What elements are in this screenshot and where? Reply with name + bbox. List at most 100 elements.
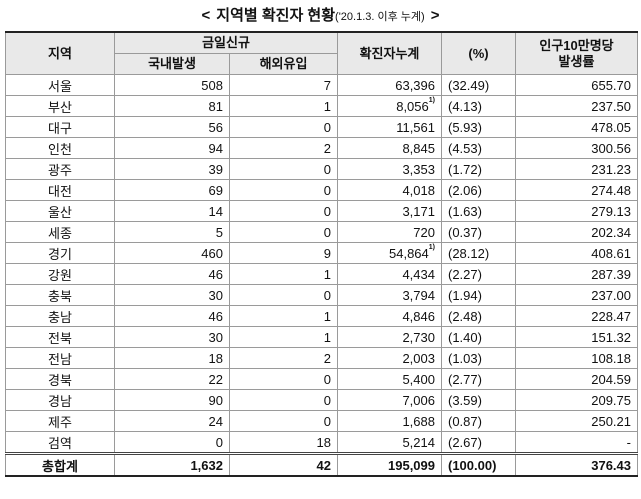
cell: (2.27) [441, 263, 516, 285]
cell: 4,018 [337, 179, 442, 201]
cell: (100.00) [441, 452, 516, 477]
table-row: 세종 5 0 720 (0.37) 202.34 [5, 221, 638, 243]
cell: 총합계 [5, 452, 115, 477]
header-cell: (%) [441, 31, 516, 75]
table-row: 울산 14 0 3,171 (1.63) 279.13 [5, 200, 638, 222]
cell: 세종 [5, 221, 115, 243]
cell: 1 [229, 263, 338, 285]
cell: 0 [114, 431, 230, 454]
title-bracket: < [201, 7, 211, 24]
cell: 279.13 [515, 200, 638, 222]
footnote-mark: 1) [428, 96, 435, 104]
cell: 63,396 [337, 74, 442, 96]
cell: (32.49) [441, 74, 516, 96]
cell: 대전 [5, 179, 115, 201]
table-row: 경남 90 0 7,006 (3.59) 209.75 [5, 389, 638, 411]
cell: 3,353 [337, 158, 442, 180]
cell: 46 [114, 305, 230, 327]
cell-text: 4,846 [402, 308, 435, 324]
cell: 231.23 [515, 158, 638, 180]
cell: 0 [229, 221, 338, 243]
cell-text: 3,794 [402, 287, 435, 303]
cell: 460 [114, 242, 230, 264]
cell: (28.12) [441, 242, 516, 264]
cell: (5.93) [441, 116, 516, 138]
cell: 4,846 [337, 305, 442, 327]
cell: (1.63) [441, 200, 516, 222]
cell: 대구 [5, 116, 115, 138]
cell: 부산 [5, 95, 115, 117]
cell: 1,688 [337, 410, 442, 432]
cell: 46 [114, 263, 230, 285]
cell: 인천 [5, 137, 115, 159]
title-main: 지역별 확진자 현황 [216, 7, 336, 24]
cell: 2 [229, 347, 338, 369]
cell: 300.56 [515, 137, 638, 159]
title-bracket: > [430, 7, 440, 24]
cell: 1 [229, 95, 338, 117]
cell: 7 [229, 74, 338, 96]
cell: 1 [229, 305, 338, 327]
cell: 478.05 [515, 116, 638, 138]
cell: (4.53) [441, 137, 516, 159]
cell: 1,632 [114, 452, 230, 477]
cell: 2 [229, 137, 338, 159]
table: 지역 금일신규 확진자누계 (%) 인구10만명당 발생률 국내발생 해외유입 … [5, 31, 638, 477]
cell: (0.87) [441, 410, 516, 432]
cell-text: 5,400 [402, 371, 435, 387]
cell: 4,434 [337, 263, 442, 285]
cell: 202.34 [515, 221, 638, 243]
cell: 0 [229, 389, 338, 411]
cell: 42 [229, 452, 338, 477]
cell: 18 [114, 347, 230, 369]
cell: (3.59) [441, 389, 516, 411]
cell-text: 2,730 [402, 329, 435, 345]
table-row: 제주 24 0 1,688 (0.87) 250.21 [5, 410, 638, 432]
footnote-mark: 1) [428, 243, 435, 251]
table-row: 경북 22 0 5,400 (2.77) 204.59 [5, 368, 638, 390]
cell: 0 [229, 200, 338, 222]
cell-text: 8,056 [396, 98, 429, 114]
cell: 90 [114, 389, 230, 411]
cell: 376.43 [515, 452, 638, 477]
table-row: 서울 508 7 63,396 (32.49) 655.70 [5, 74, 638, 96]
cell: 30 [114, 326, 230, 348]
cell-text: 11,561 [396, 119, 435, 135]
table-row: 인천 94 2 8,845 (4.53) 300.56 [5, 137, 638, 159]
cell: (2.06) [441, 179, 516, 201]
cell: 720 [337, 221, 442, 243]
cell-text: 5,214 [402, 434, 435, 450]
cell: 0 [229, 116, 338, 138]
cell: 81 [114, 95, 230, 117]
cell: (4.13) [441, 95, 516, 117]
header-cell: 해외유입 [229, 53, 338, 75]
cell: 7,006 [337, 389, 442, 411]
cell: 경기 [5, 242, 115, 264]
header-cell: 금일신규 [114, 31, 338, 54]
cell: 검역 [5, 431, 115, 454]
cell-text: 2,003 [402, 350, 435, 366]
cell: (2.77) [441, 368, 516, 390]
cell-text: 1,688 [402, 413, 435, 429]
cell: 광주 [5, 158, 115, 180]
header-cell: 인구10만명당 발생률 [515, 31, 638, 75]
cell: 151.32 [515, 326, 638, 348]
cell: 5,400 [337, 368, 442, 390]
cell-text: 7,006 [402, 392, 435, 408]
cell: 54,8641) [337, 242, 442, 264]
table-row: 강원 46 1 4,434 (2.27) 287.39 [5, 263, 638, 285]
cell: 69 [114, 179, 230, 201]
cell: 9 [229, 242, 338, 264]
cell: (1.40) [441, 326, 516, 348]
cell-text: 54,864 [389, 245, 429, 261]
cell: 209.75 [515, 389, 638, 411]
cell: 0 [229, 410, 338, 432]
cell: 1 [229, 326, 338, 348]
table-row: 경기 460 9 54,8641) (28.12) 408.61 [5, 242, 638, 264]
cell: 56 [114, 116, 230, 138]
cell-text: 195,099 [388, 457, 435, 473]
cell: - [515, 431, 638, 454]
cell-text: 4,434 [402, 266, 435, 282]
cell: 237.00 [515, 284, 638, 306]
